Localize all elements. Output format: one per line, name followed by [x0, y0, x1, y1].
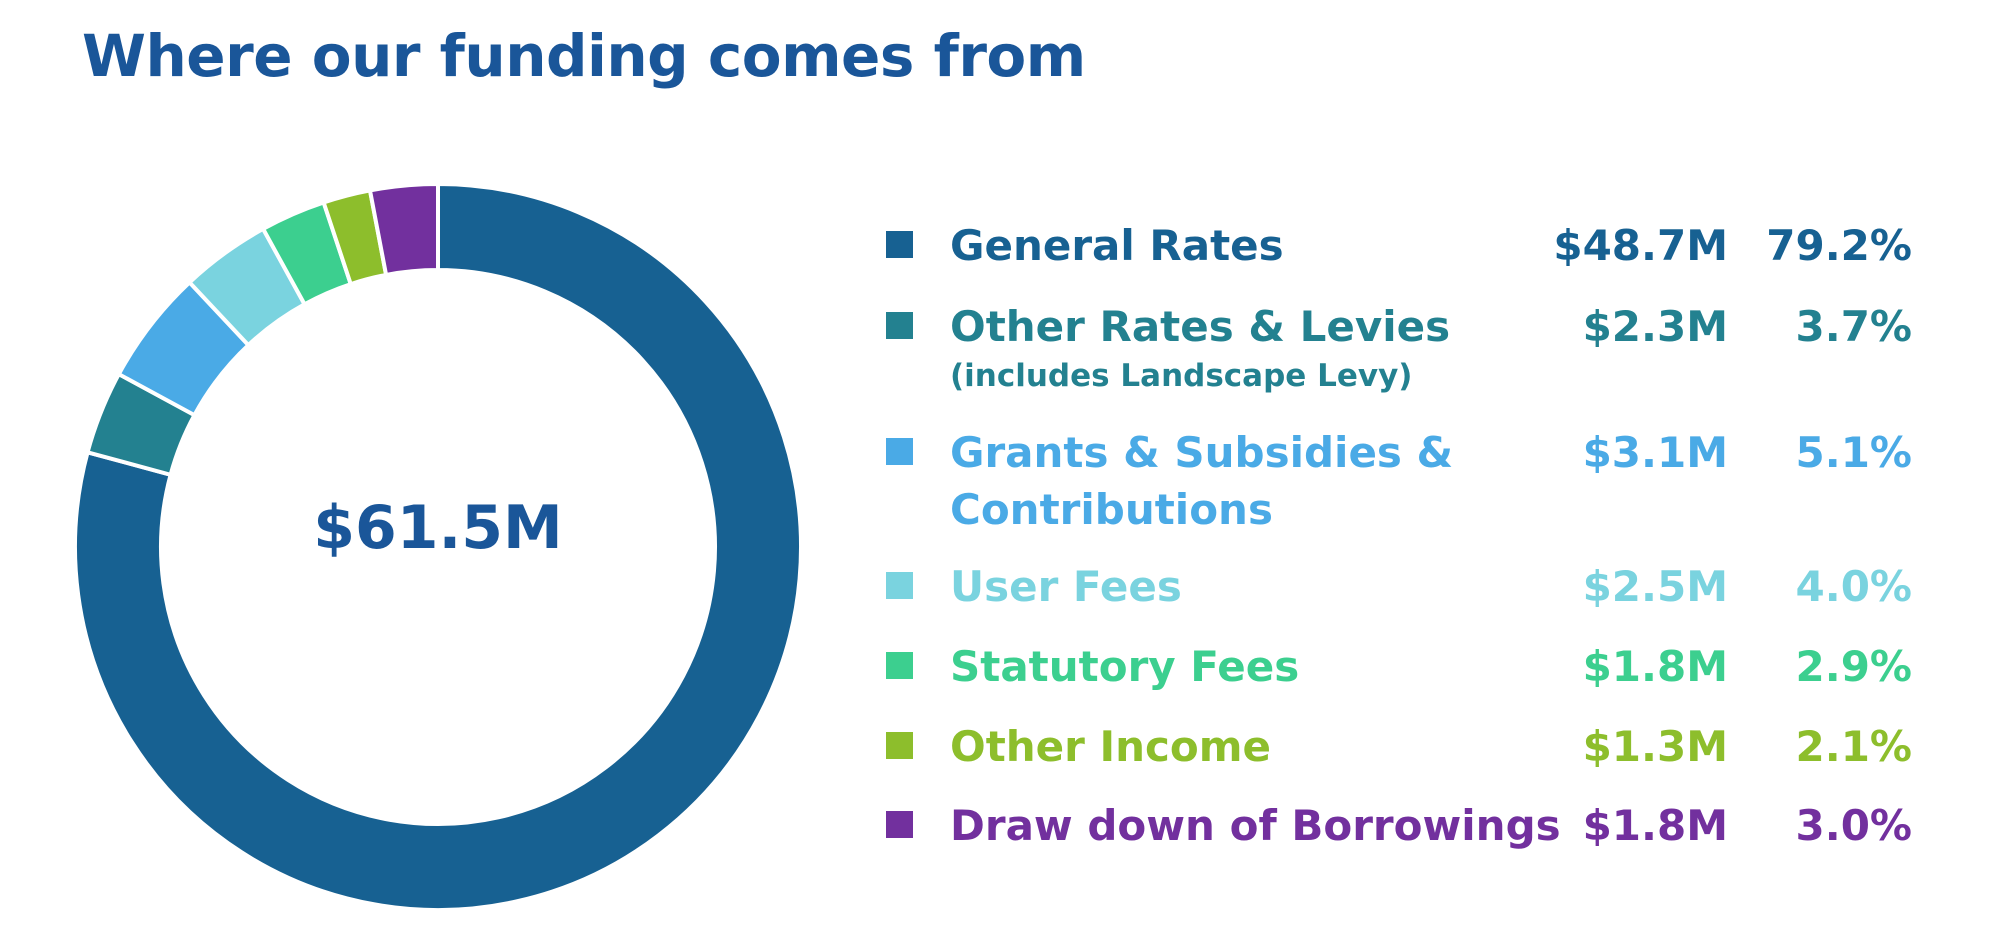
- legend-swatch: [886, 572, 913, 599]
- legend-amount: $1.3M: [1582, 722, 1728, 771]
- donut-slice-6: [367, 181, 440, 278]
- legend-amount: $2.5M: [1582, 562, 1728, 611]
- legend-label: Other Income: [950, 722, 1272, 771]
- legend-percent: 2.1%: [1795, 722, 1912, 771]
- legend-percent: 3.7%: [1795, 302, 1912, 351]
- legend-label: Statutory Fees: [950, 642, 1300, 691]
- legend-percent: 2.9%: [1795, 642, 1912, 691]
- legend-swatch: [886, 732, 913, 759]
- donut-center-total: $61.5M: [313, 493, 563, 563]
- legend-percent: 3.0%: [1795, 801, 1912, 850]
- legend-label: Other Rates & Levies: [950, 302, 1451, 351]
- legend-swatch: [886, 231, 913, 258]
- donut-chart: $61.5M: [73, 181, 800, 912]
- legend-label: Draw down of Borrowings: [950, 801, 1561, 850]
- legend-label: General Rates: [950, 221, 1284, 270]
- legend-sublabel: (includes Landscape Levy): [950, 358, 1413, 394]
- legend-label: Grants & Subsidies &: [950, 428, 1454, 477]
- legend-amount: $3.1M: [1582, 428, 1728, 477]
- donut-slice-0: [73, 181, 800, 912]
- legend-percent: 79.2%: [1766, 221, 1912, 270]
- legend-percent: 4.0%: [1795, 562, 1912, 611]
- legend-swatch: [886, 312, 913, 339]
- legend-label: User Fees: [950, 562, 1182, 611]
- legend-swatch: [886, 652, 913, 679]
- page-title: Where our funding comes from: [82, 22, 1086, 90]
- legend-amount: $2.3M: [1582, 302, 1728, 351]
- legend-amount: $1.8M: [1582, 642, 1728, 691]
- legend-label-line2: Contributions: [950, 485, 1273, 534]
- legend-amount: $48.7M: [1553, 221, 1728, 270]
- legend-amount: $1.8M: [1582, 801, 1728, 850]
- legend-percent: 5.1%: [1795, 428, 1912, 477]
- legend-swatch: [886, 438, 913, 465]
- legend-swatch: [886, 811, 913, 838]
